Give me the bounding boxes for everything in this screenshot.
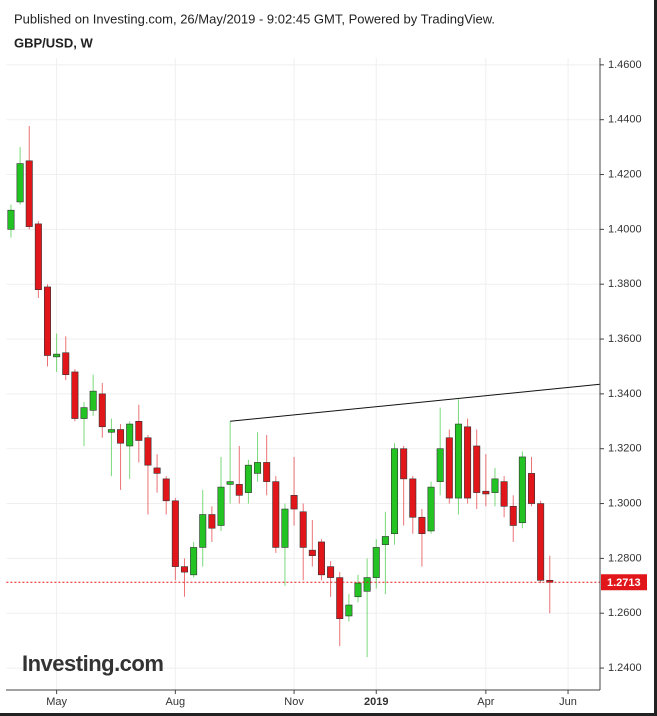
candle-body [317, 541, 325, 576]
candle-body [327, 566, 335, 578]
candle-body [144, 437, 152, 466]
candle-body [235, 484, 243, 496]
candle-body [62, 352, 70, 375]
candle-body [482, 490, 490, 495]
candle-body [80, 407, 88, 419]
candle-body [454, 423, 462, 499]
candle-body [16, 163, 24, 203]
candle-body [445, 437, 453, 499]
y-tick-label: 1.3200 [608, 443, 642, 455]
x-tick-label: Apr [477, 696, 494, 708]
candle-body [409, 478, 417, 518]
candle-body [491, 478, 499, 493]
candle-body [354, 582, 362, 598]
y-tick-label: 1.4600 [608, 59, 642, 71]
chart-subtitle: GBP/USD, W [14, 35, 93, 50]
y-tick-label: 1.4200 [608, 168, 642, 180]
candle-body [34, 223, 42, 290]
candle-body [418, 516, 426, 535]
x-tick-label: Nov [284, 696, 304, 708]
x-tick-label: Aug [166, 696, 186, 708]
candle-body [217, 486, 225, 526]
logo: Investing.com [22, 651, 163, 676]
candle-body [199, 514, 207, 548]
candle-body [336, 577, 344, 620]
trendline [230, 383, 601, 422]
candle-body [171, 500, 179, 567]
candle-body [372, 547, 380, 578]
candle-body [107, 429, 115, 433]
candle-body [226, 481, 234, 485]
candle-body [162, 478, 170, 502]
candle-body [190, 547, 198, 576]
y-tick-label: 1.2600 [608, 607, 642, 619]
frame [654, 0, 657, 716]
chart-title: Published on Investing.com, 26/May/2019 … [14, 11, 495, 26]
candle-body [436, 448, 444, 482]
candle-body [427, 486, 435, 532]
y-tick-label: 1.3600 [608, 333, 642, 345]
candle-body [500, 481, 508, 507]
y-tick-label: 1.2400 [608, 662, 642, 674]
candle-body [117, 429, 125, 444]
y-tick-label: 1.4000 [608, 223, 642, 235]
frame [0, 713, 657, 716]
candle-body [71, 371, 79, 419]
candle-body [89, 390, 97, 411]
y-tick-label: 1.4400 [608, 114, 642, 126]
candle-body [98, 393, 106, 428]
y-tick-label: 1.3400 [608, 388, 642, 400]
candle-body [153, 467, 161, 474]
candle-body [126, 423, 134, 447]
candle-body [272, 481, 280, 548]
candle-body [299, 511, 307, 548]
candle-body [509, 505, 517, 526]
candle-body [263, 462, 271, 482]
candle-body [546, 580, 554, 583]
candle-body [254, 462, 262, 474]
candle-body [528, 473, 536, 504]
candle-body [208, 514, 216, 529]
candle-body [518, 456, 526, 524]
candle-body [244, 464, 252, 493]
candle-body [180, 566, 188, 573]
candle-body [400, 448, 408, 480]
last-price-label: 1.2713 [607, 577, 641, 589]
candle-body [363, 577, 371, 592]
candle-body [391, 448, 399, 535]
y-tick-label: 1.3800 [608, 278, 642, 290]
x-tick-label: Jun [559, 696, 577, 708]
candle-body [473, 445, 481, 493]
candle-body [25, 160, 33, 227]
candle-body [281, 508, 289, 548]
candle-body [537, 503, 545, 581]
candle-body [345, 604, 353, 617]
candle-body [135, 420, 143, 441]
candle-body [290, 495, 298, 510]
candle-body [43, 286, 51, 356]
x-tick-label: 2019 [364, 696, 388, 708]
last-price-box [601, 574, 647, 591]
y-tick-label: 1.3000 [608, 497, 642, 509]
y-tick-label: 1.2800 [608, 552, 642, 564]
candle-body [464, 426, 472, 499]
marks [6, 125, 601, 658]
candle-body [53, 353, 61, 358]
x-tick-label: May [46, 696, 67, 708]
candle-body [7, 209, 15, 230]
candle-body [308, 549, 316, 556]
candle-body [381, 536, 389, 545]
